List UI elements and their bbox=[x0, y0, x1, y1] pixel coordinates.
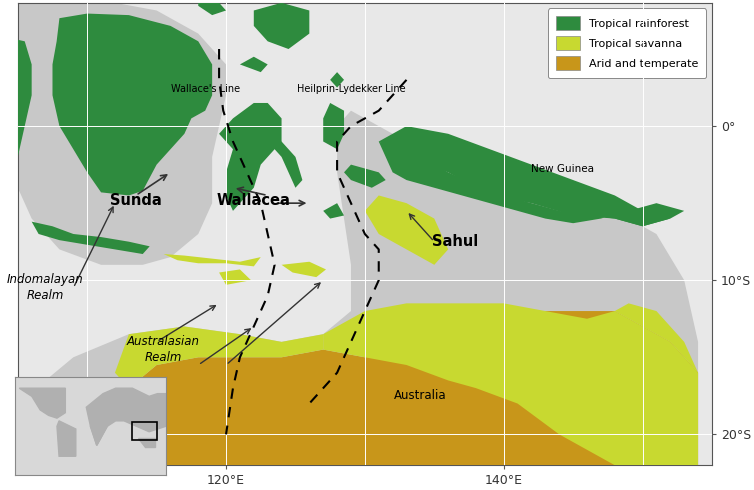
Polygon shape bbox=[323, 203, 344, 219]
Polygon shape bbox=[379, 126, 670, 226]
Text: Australia: Australia bbox=[394, 390, 446, 402]
Polygon shape bbox=[86, 388, 166, 445]
Text: Wallacea: Wallacea bbox=[217, 193, 291, 208]
Polygon shape bbox=[0, 34, 32, 211]
Polygon shape bbox=[53, 14, 212, 196]
Polygon shape bbox=[254, 3, 309, 49]
Polygon shape bbox=[323, 303, 698, 465]
Polygon shape bbox=[365, 196, 448, 265]
Polygon shape bbox=[330, 72, 344, 88]
Polygon shape bbox=[0, 21, 4, 111]
Polygon shape bbox=[164, 254, 261, 267]
Polygon shape bbox=[323, 103, 344, 149]
Polygon shape bbox=[57, 421, 76, 456]
Polygon shape bbox=[281, 262, 326, 277]
Polygon shape bbox=[219, 270, 251, 285]
Polygon shape bbox=[20, 388, 66, 418]
Polygon shape bbox=[615, 303, 698, 373]
Polygon shape bbox=[115, 311, 698, 465]
Text: Indomalayan
Realm: Indomalayan Realm bbox=[8, 273, 84, 302]
Text: Australasian
Realm: Australasian Realm bbox=[127, 335, 200, 364]
Bar bbox=[133, 422, 157, 440]
Text: Heilprin-Lydekker Line: Heilprin-Lydekker Line bbox=[296, 84, 406, 94]
Legend: Tropical rainforest, Tropical savanna, Arid and temperate: Tropical rainforest, Tropical savanna, A… bbox=[548, 8, 706, 78]
Polygon shape bbox=[268, 126, 302, 188]
Polygon shape bbox=[18, 3, 226, 265]
Polygon shape bbox=[32, 221, 150, 254]
Polygon shape bbox=[198, 3, 226, 15]
Polygon shape bbox=[344, 165, 386, 188]
Polygon shape bbox=[138, 438, 155, 447]
Text: Sahul: Sahul bbox=[432, 234, 478, 249]
Polygon shape bbox=[379, 142, 684, 226]
Text: New Guinea: New Guinea bbox=[532, 164, 594, 174]
Polygon shape bbox=[240, 57, 268, 72]
Polygon shape bbox=[115, 326, 323, 388]
Polygon shape bbox=[90, 407, 112, 445]
Text: Sunda: Sunda bbox=[110, 193, 161, 208]
Polygon shape bbox=[219, 103, 281, 211]
Text: Wallace's Line: Wallace's Line bbox=[170, 84, 240, 94]
Polygon shape bbox=[18, 111, 698, 465]
